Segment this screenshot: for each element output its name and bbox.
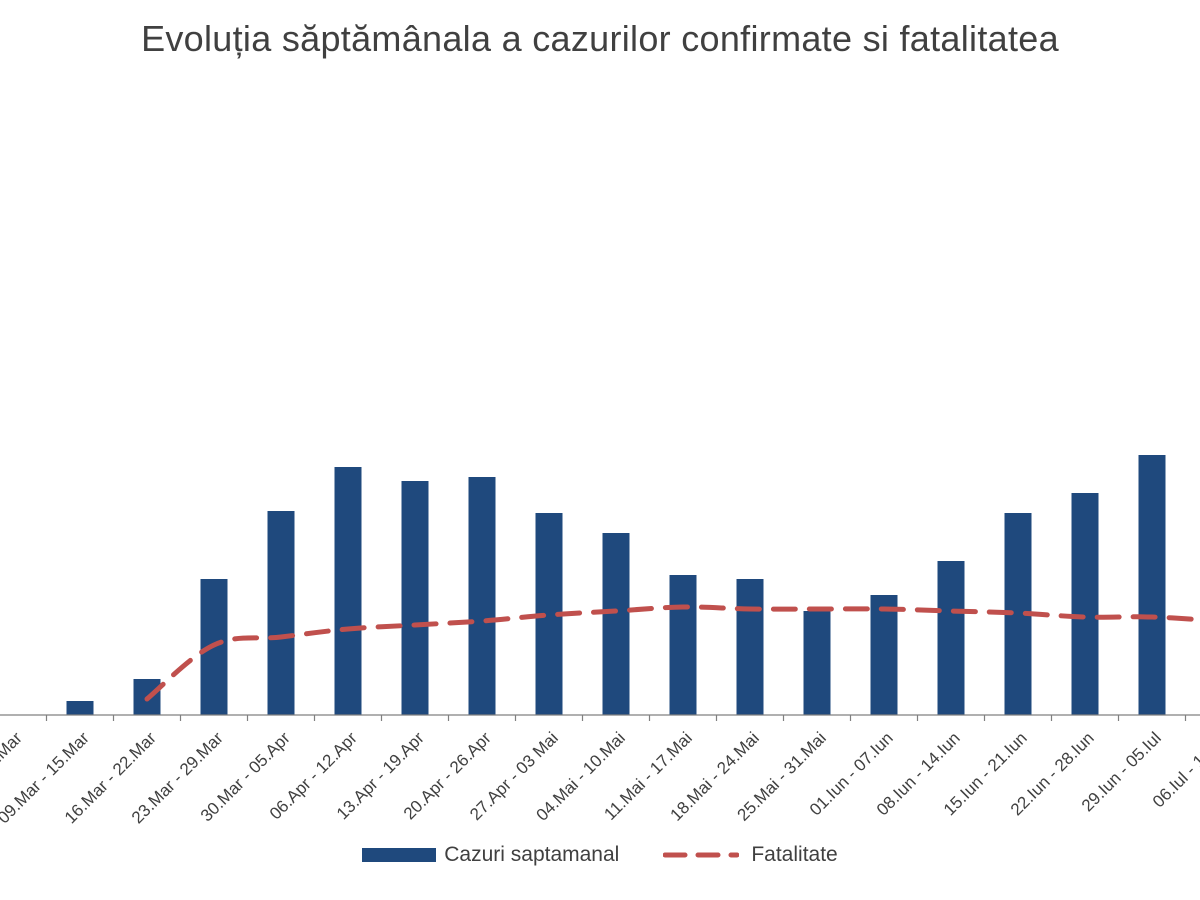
bar-13 [937, 561, 965, 715]
bar-5 [401, 481, 429, 715]
legend: Cazuri saptamanal Fatalitate [0, 843, 1200, 867]
bar-9 [669, 575, 697, 715]
chart-title: Evoluția săptămânala a cazurilor confirm… [141, 18, 1059, 59]
legend-swatch-bar [362, 848, 437, 862]
bar-4 [334, 467, 362, 715]
bars-layer [66, 455, 1166, 715]
bar-10 [736, 579, 764, 715]
bar-11 [803, 611, 831, 715]
bar-3 [267, 511, 295, 715]
legend-label-cazuri: Cazuri saptamanal [444, 843, 620, 866]
legend-item-cazuri: Cazuri saptamanal [362, 843, 619, 867]
bar-16 [1138, 455, 1166, 715]
bar-6 [468, 477, 496, 715]
bar-0 [66, 701, 94, 715]
bar-15 [1071, 493, 1099, 715]
legend-item-fatalitate: Fatalitate [663, 843, 838, 867]
fatalitate-line [144, 604, 1200, 702]
fatalitate-layer [144, 604, 1200, 702]
bar-8 [602, 533, 630, 715]
legend-label-fatalitate: Fatalitate [751, 843, 838, 866]
bar-12 [870, 595, 898, 715]
legend-swatch-dashed-line [663, 852, 740, 858]
